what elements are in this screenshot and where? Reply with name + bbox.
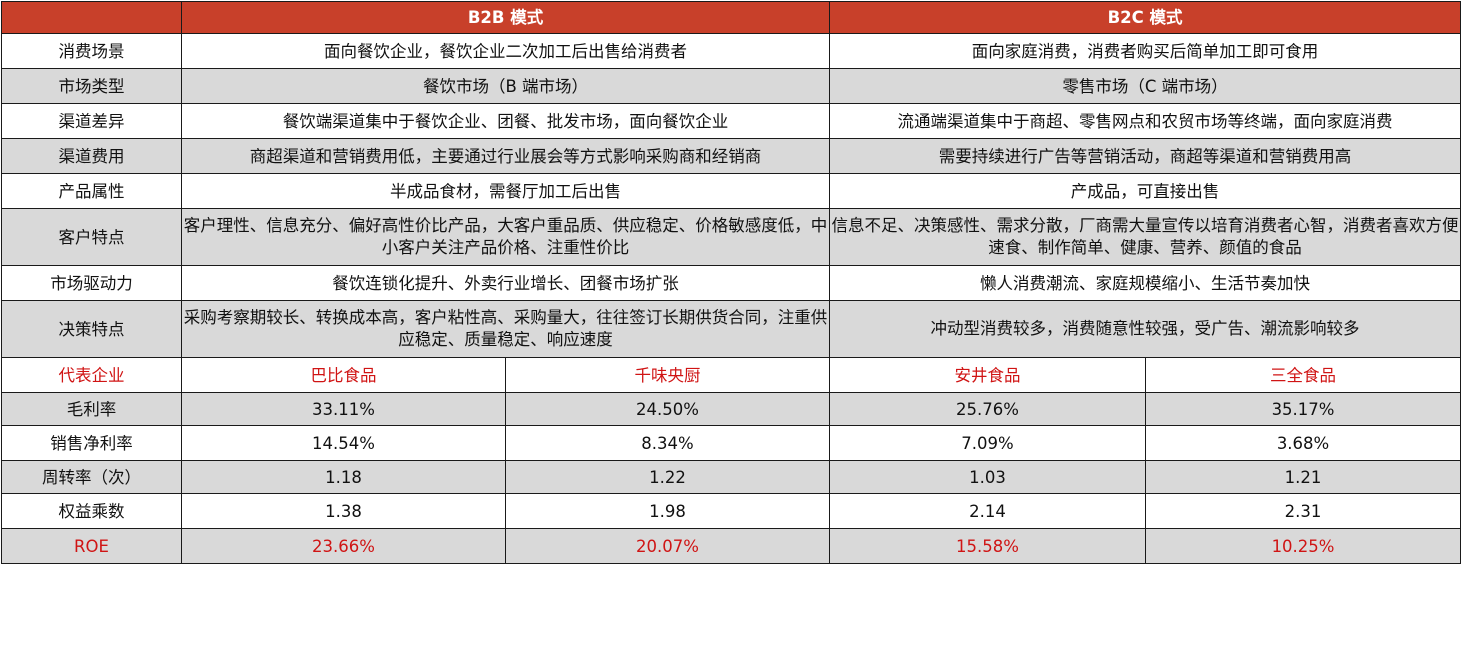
row-market-drivers: 市场驱动力 餐饮连锁化提升、外卖行业增长、团餐市场扩张 懒人消费潮流、家庭规模缩… <box>1 265 1461 301</box>
row-equity-multiplier: 权益乘数 1.38 1.98 2.14 2.31 <box>1 493 1461 529</box>
row-label: 市场驱动力 <box>1 265 182 301</box>
metric-cell: 2.31 <box>1145 493 1461 529</box>
b2c-cell: 产成品，可直接出售 <box>829 173 1461 209</box>
row-representative-companies: 代表企业 巴比食品 千味央厨 安井食品 三全食品 <box>1 357 1461 393</box>
row-label: 市场类型 <box>1 68 182 104</box>
header-row: B2B 模式 B2C 模式 <box>1 1 1461 34</box>
metric-cell: 8.34% <box>504 425 831 461</box>
header-b2b: B2B 模式 <box>180 1 831 34</box>
metric-cell: 1.38 <box>181 493 506 529</box>
b2b-cell: 餐饮市场（B 端市场） <box>180 68 831 104</box>
b2c-cell: 面向家庭消费，消费者购买后简单加工即可食用 <box>829 33 1461 69</box>
row-customer-traits: 客户特点 客户理性、信息充分、偏好高性价比产品，大客户重品质、供应稳定、价格敏感… <box>1 208 1461 266</box>
row-market-type: 市场类型 餐饮市场（B 端市场） 零售市场（C 端市场） <box>1 68 1461 104</box>
metric-cell: 1.18 <box>181 460 506 494</box>
company-cell: 千味央厨 <box>504 357 831 393</box>
roe-cell: 15.58% <box>829 528 1147 564</box>
header-corner-cell <box>1 1 182 34</box>
roe-cell: 10.25% <box>1145 528 1461 564</box>
b2b-cell: 面向餐饮企业，餐饮企业二次加工后出售给消费者 <box>180 33 831 69</box>
b2c-cell: 懒人消费潮流、家庭规模缩小、生活节奏加快 <box>829 265 1461 301</box>
metric-cell: 24.50% <box>504 392 831 426</box>
metric-cell: 2.14 <box>829 493 1147 529</box>
metric-cell: 7.09% <box>829 425 1147 461</box>
metric-cell: 1.03 <box>829 460 1147 494</box>
company-cell: 三全食品 <box>1145 357 1461 393</box>
row-label: 毛利率 <box>1 392 182 426</box>
company-cell: 巴比食品 <box>181 357 506 393</box>
b2b-cell: 餐饮连锁化提升、外卖行业增长、团餐市场扩张 <box>180 265 831 301</box>
b2c-cell: 零售市场（C 端市场） <box>829 68 1461 104</box>
metric-cell: 35.17% <box>1145 392 1461 426</box>
row-channel-cost: 渠道费用 商超渠道和营销费用低，主要通过行业展会等方式影响采购商和经销商 需要持… <box>1 138 1461 174</box>
b2c-cell: 冲动型消费较多，消费随意性较强，受广告、潮流影响较多 <box>829 300 1461 358</box>
row-turnover: 周转率（次） 1.18 1.22 1.03 1.21 <box>1 460 1461 494</box>
b2b-cell: 半成品食材，需餐厅加工后出售 <box>180 173 831 209</box>
row-net-margin: 销售净利率 14.54% 8.34% 7.09% 3.68% <box>1 425 1461 461</box>
row-decision-traits: 决策特点 采购考察期较长、转换成本高，客户粘性高、采购量大，往往签订长期供货合同… <box>1 300 1461 358</box>
b2c-cell: 流通端渠道集中于商超、零售网点和农贸市场等终端，面向家庭消费 <box>829 103 1461 139</box>
metric-cell: 1.98 <box>504 493 831 529</box>
b2b-cell: 商超渠道和营销费用低，主要通过行业展会等方式影响采购商和经销商 <box>180 138 831 174</box>
b2b-cell: 客户理性、信息充分、偏好高性价比产品，大客户重品质、供应稳定、价格敏感度低，中小… <box>180 208 831 266</box>
row-label: ROE <box>1 528 182 564</box>
company-cell: 安井食品 <box>829 357 1147 393</box>
header-b2c: B2C 模式 <box>829 1 1461 34</box>
comparison-table: B2B 模式 B2C 模式 消费场景 面向餐饮企业，餐饮企业二次加工后出售给消费… <box>1 1 1461 564</box>
metric-cell: 1.22 <box>504 460 831 494</box>
row-label: 渠道费用 <box>1 138 182 174</box>
row-product-attribute: 产品属性 半成品食材，需餐厅加工后出售 产成品，可直接出售 <box>1 173 1461 209</box>
row-label: 权益乘数 <box>1 493 182 529</box>
metric-cell: 3.68% <box>1145 425 1461 461</box>
metric-cell: 25.76% <box>829 392 1147 426</box>
row-label: 代表企业 <box>1 357 182 393</box>
metric-cell: 14.54% <box>181 425 506 461</box>
row-label: 客户特点 <box>1 208 182 266</box>
b2b-cell: 采购考察期较长、转换成本高，客户粘性高、采购量大，往往签订长期供货合同，注重供应… <box>180 300 831 358</box>
row-gross-margin: 毛利率 33.11% 24.50% 25.76% 35.17% <box>1 392 1461 426</box>
row-consumption-scene: 消费场景 面向餐饮企业，餐饮企业二次加工后出售给消费者 面向家庭消费，消费者购买… <box>1 33 1461 69</box>
row-label: 消费场景 <box>1 33 182 69</box>
row-label: 决策特点 <box>1 300 182 358</box>
roe-cell: 23.66% <box>181 528 506 564</box>
b2b-cell: 餐饮端渠道集中于餐饮企业、团餐、批发市场，面向餐饮企业 <box>180 103 831 139</box>
b2c-cell: 需要持续进行广告等营销活动，商超等渠道和营销费用高 <box>829 138 1461 174</box>
roe-cell: 20.07% <box>504 528 831 564</box>
row-label: 销售净利率 <box>1 425 182 461</box>
row-label: 周转率（次） <box>1 460 182 494</box>
row-label: 渠道差异 <box>1 103 182 139</box>
metric-cell: 33.11% <box>181 392 506 426</box>
row-roe: ROE 23.66% 20.07% 15.58% 10.25% <box>1 528 1461 564</box>
row-label: 产品属性 <box>1 173 182 209</box>
b2c-cell: 信息不足、决策感性、需求分散，厂商需大量宣传以培育消费者心智，消费者喜欢方便速食… <box>829 208 1461 266</box>
metric-cell: 1.21 <box>1145 460 1461 494</box>
row-channel-difference: 渠道差异 餐饮端渠道集中于餐饮企业、团餐、批发市场，面向餐饮企业 流通端渠道集中… <box>1 103 1461 139</box>
